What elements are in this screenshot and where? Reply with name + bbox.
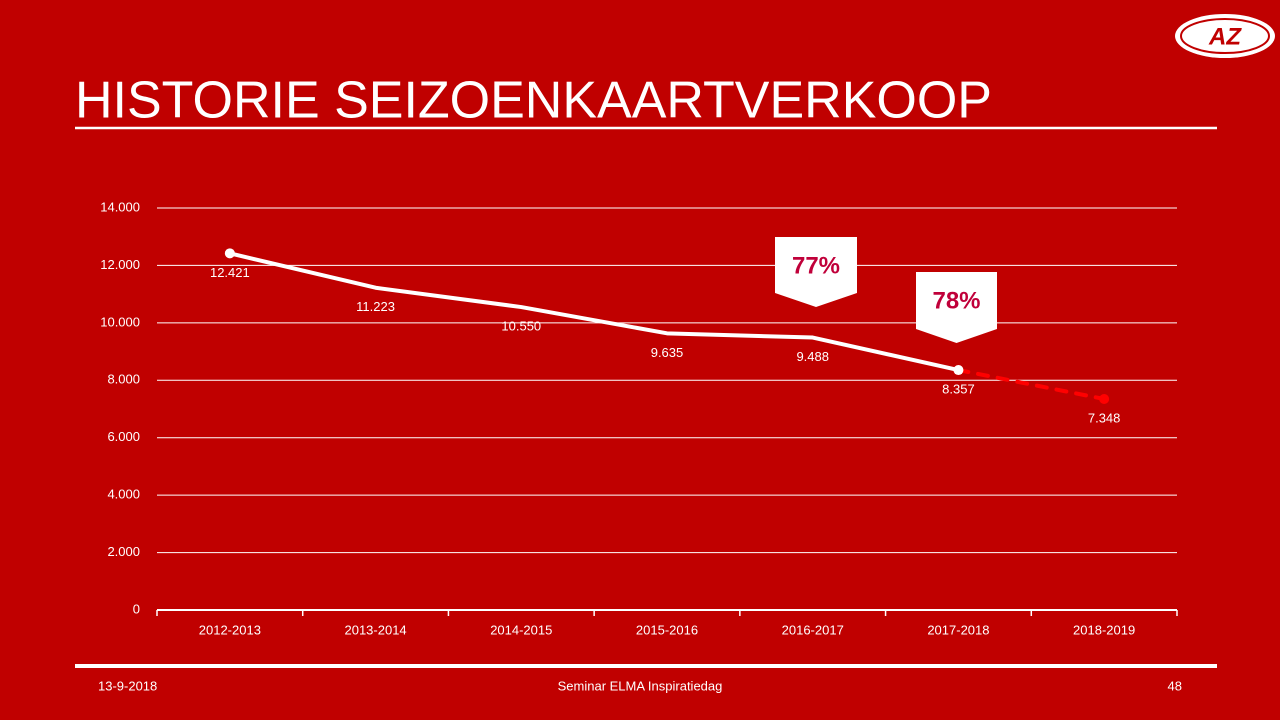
x-tick-label: 2018-2019 [1073,622,1135,637]
callout-shape [916,272,997,343]
y-tick-label: 6.000 [107,429,140,444]
y-tick-label: 10.000 [100,314,140,329]
data-label: 9.635 [651,345,684,360]
logo-badge [1175,14,1275,58]
callout: 77% [775,237,857,307]
logo-ring [1180,18,1270,54]
logo-text: AZ [1208,23,1242,50]
footer-page: 48 [1168,678,1182,693]
data-label: 10.550 [501,319,541,334]
y-tick-label: 2.000 [107,544,140,559]
x-tick-label: 2015-2016 [636,622,698,637]
point-marker [1099,394,1110,405]
x-tick-label: 2012-2013 [199,622,261,637]
callout: 78% [916,272,997,343]
series-line [227,251,961,373]
logo: AZ [1175,14,1275,58]
x-tick-label: 2016-2017 [782,622,844,637]
data-label: 11.223 [356,299,395,314]
callout-shape [775,237,857,307]
x-tick-label: 2014-2015 [490,622,552,637]
x-tick-label: 2017-2018 [927,622,989,637]
series-line [956,368,1107,402]
y-tick-label: 8.000 [107,372,140,387]
callout-text: 77% [792,252,840,279]
data-label: 12.421 [210,265,250,280]
footer-event: Seminar ELMA Inspiratiedag [558,678,723,693]
slide-title: HISTORIE SEIZOENKAARTVERKOOP [75,72,992,130]
y-tick-label: 0 [133,601,140,616]
y-tick-label: 14.000 [100,199,140,214]
callout-text: 78% [932,287,980,314]
footer-date: 13-9-2018 [98,678,157,693]
point-marker [224,248,235,259]
data-label: 8.357 [942,381,975,396]
y-tick-label: 12.000 [100,257,140,272]
x-tick-label: 2013-2014 [344,622,406,637]
y-tick-label: 4.000 [107,487,140,502]
data-label: 9.488 [796,349,829,364]
point-marker [953,365,964,376]
data-label: 7.348 [1088,410,1121,425]
